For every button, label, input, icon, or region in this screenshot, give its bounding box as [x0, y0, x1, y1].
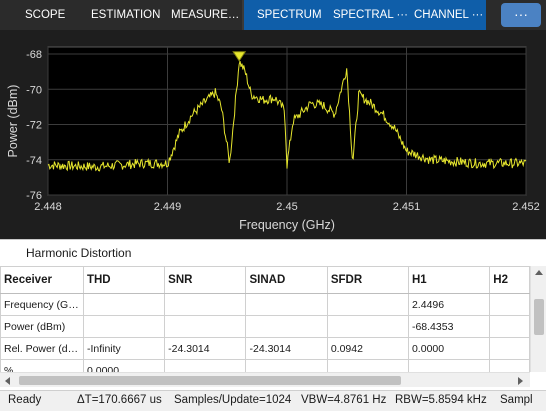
column-header[interactable]: SFDR — [326, 266, 409, 294]
status-rbw: RBW=5.8594 kHz — [395, 394, 487, 406]
table-cell: -24.3014 — [164, 337, 247, 360]
status-samples-per-update: Samples/Update=1024 — [174, 394, 292, 406]
x-tick-label: 2.452 — [512, 201, 540, 213]
table-row[interactable]: Frequency (G… 2.4496 — [0, 293, 530, 316]
row-label: Power (dBm) — [0, 315, 84, 338]
panel-title: Harmonic Distortion — [26, 246, 132, 260]
y-axis-label: Power (dBm) — [6, 85, 20, 158]
table-row[interactable]: Power (dBm) -68.4353 — [0, 315, 530, 338]
table-cell — [326, 293, 409, 316]
toolstrip-tabs: SCOPE ESTIMATION MEASURE… SPECTRUM SPECT… — [0, 0, 546, 30]
table-cell: -68.4353 — [407, 315, 491, 338]
status-delta-t: ΔT=170.6667 us — [77, 394, 162, 406]
y-tick-label: -74 — [26, 155, 42, 167]
column-header[interactable]: SINAD — [245, 266, 328, 294]
tab-estimation[interactable]: ESTIMATION — [91, 9, 161, 21]
x-tick-label: 2.448 — [34, 201, 62, 213]
spectrum-plot[interactable]: -68 -70 -72 -74 -76 2.448 2.449 2.45 2.451 2.452 F… — [0, 30, 546, 239]
x-tick-label: 2.449 — [154, 201, 182, 213]
tab-separator — [242, 0, 244, 30]
x-tick-label: 2.451 — [393, 201, 421, 213]
table-cell — [245, 293, 328, 316]
scroll-left-icon[interactable] — [5, 377, 10, 385]
peak-marker-icon[interactable] — [232, 51, 247, 62]
harmonic-distortion-panel: Harmonic Distortion Receiver THD SNR SINAD S… — [0, 239, 546, 390]
horizontal-scrollbar[interactable] — [0, 372, 530, 387]
table-cell — [82, 315, 166, 338]
tab-scope[interactable]: SCOPE — [25, 9, 66, 21]
vertical-scrollbar[interactable] — [530, 266, 546, 372]
table-cell — [164, 293, 247, 316]
table-cell — [489, 315, 530, 338]
table-cell — [326, 315, 409, 338]
table-row[interactable]: % 0.0000 — [0, 359, 530, 372]
table-cell: -24.3014 — [245, 337, 328, 360]
measurements-table: Receiver THD SNR SINAD SFDR H1 H2 Frequency (G…… — [0, 266, 530, 372]
table-cell — [245, 315, 328, 338]
tab-spectrum[interactable]: SPECTRUM — [257, 9, 322, 21]
more-tabs-button[interactable]: ··· — [501, 3, 541, 27]
spectrum-trace[interactable] — [47, 61, 527, 172]
status-samples-rate: Sampl — [500, 394, 533, 406]
scroll-right-icon[interactable] — [518, 377, 523, 385]
status-ready: Ready — [8, 394, 42, 406]
table-cell: 0.0000 — [407, 337, 491, 360]
table-cell — [489, 359, 530, 372]
table-cell: 0.0942 — [326, 337, 409, 360]
table-cell — [82, 293, 166, 316]
row-label: % — [0, 359, 84, 372]
table-cell — [164, 359, 247, 372]
column-header[interactable]: H1 — [407, 266, 491, 294]
column-header[interactable]: Receiver — [0, 266, 84, 294]
y-tick-label: -76 — [26, 190, 42, 202]
table-cell — [489, 293, 530, 316]
spectrum-tab-group — [244, 0, 486, 30]
row-label: Frequency (G… — [0, 293, 84, 316]
x-tick-label: 2.45 — [276, 201, 297, 213]
table-cell — [407, 359, 491, 372]
tab-measurements[interactable]: MEASURE… — [171, 9, 240, 21]
measurements-table-viewport: Receiver THD SNR SINAD SFDR H1 H2 Frequency (G…… — [0, 266, 530, 372]
table-cell — [245, 359, 328, 372]
table-cell — [489, 337, 530, 360]
row-label: Rel. Power (d… — [0, 337, 84, 360]
vertical-scroll-thumb[interactable] — [534, 299, 544, 335]
table-row[interactable]: Rel. Power (d… -Infinity -24.3014 -24.3014 0… — [0, 337, 530, 360]
column-header[interactable]: SNR — [164, 266, 247, 294]
y-tick-label: -68 — [26, 49, 42, 61]
column-header[interactable]: THD — [82, 266, 166, 294]
column-header[interactable]: H2 — [489, 266, 530, 294]
horizontal-scroll-thumb[interactable] — [19, 376, 401, 385]
y-tick-label: -70 — [26, 84, 42, 96]
status-bar: Ready ΔT=170.6667 us Samples/Update=1024… — [0, 390, 546, 411]
x-axis-label: Frequency (GHz) — [239, 218, 335, 232]
tab-spectral-mask[interactable]: SPECTRAL ··· — [333, 9, 408, 21]
table-cell: -Infinity — [82, 337, 166, 360]
tab-channel-measurements[interactable]: CHANNEL ··· — [414, 9, 484, 21]
spectrum-plot-svg[interactable]: -68 -70 -72 -74 -762.448 2.449 2.45 2.451 2.452 F… — [0, 30, 546, 239]
scroll-up-icon[interactable] — [535, 270, 543, 275]
table-header-row: Receiver THD SNR SINAD SFDR H1 H2 — [0, 266, 530, 294]
table-cell: 0.0000 — [82, 359, 166, 372]
table-cell — [326, 359, 409, 372]
table-cell: 2.4496 — [407, 293, 491, 316]
status-vbw: VBW=4.8761 Hz — [301, 394, 387, 406]
table-cell — [164, 315, 247, 338]
y-tick-label: -72 — [26, 120, 42, 132]
